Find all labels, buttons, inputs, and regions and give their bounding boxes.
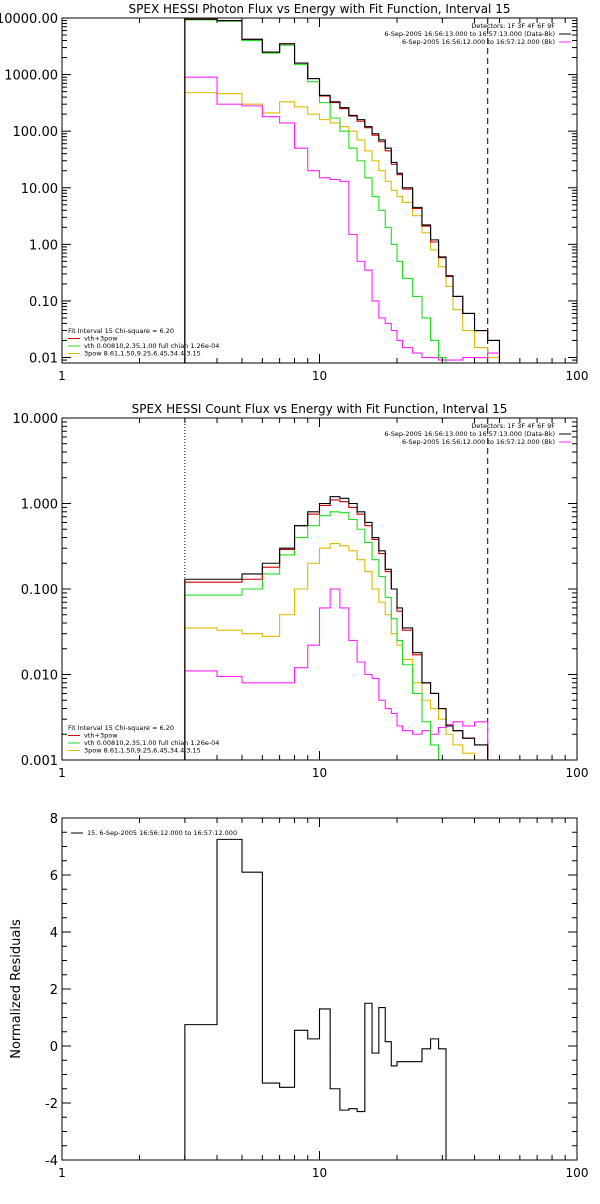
- series-background-model-histogram: [184, 76, 501, 363]
- axes-frame: [61, 817, 578, 1161]
- y-tick-label: 100.00: [13, 125, 59, 140]
- chart-panel-1: SPEX HESSI Photon Flux vs Energy with Fi…: [0, 2, 588, 383]
- y-tick-label: 0.10: [29, 295, 58, 310]
- chart-title: SPEX HESSI Photon Flux vs Energy with Fi…: [129, 2, 511, 16]
- x-tick-label: 10: [312, 1166, 327, 1180]
- legend-top-right: Detectors: 1F 3F 4F 6F 9F6-Sep-2005 16:5…: [384, 22, 571, 46]
- y-tick-label: 0.010: [21, 669, 58, 684]
- legend-top-left: 15. 6-Sep-2005 16:56:12.000 to 16:57:12.…: [71, 829, 237, 837]
- legend-text: vth 0.00810,2.35,1.00 full chian 1.26e-0…: [84, 342, 219, 350]
- axes-frame: [61, 417, 578, 761]
- legend-text: vth+3pow: [84, 335, 118, 343]
- legend-text: 3pow 8.61,1.50,9.25,6.45,34.4,3.15: [84, 747, 201, 755]
- legend-text: 6-Sep-2005 16:56:12.000 to 16:57:12.000 …: [402, 438, 555, 446]
- legend-text: 15. 6-Sep-2005 16:56:12.000 to 16:57:12.…: [87, 829, 237, 837]
- plot-area: [184, 418, 500, 760]
- y-tick-label: 0.100: [21, 583, 58, 598]
- axes-frame: [61, 17, 578, 364]
- legend-top-right: Detectors: 1F 3F 4F 6F 9F6-Sep-2005 16:5…: [384, 422, 571, 446]
- series-power-law-histogram: [184, 543, 500, 760]
- y-tick-label: 1000.00: [4, 69, 58, 84]
- x-tick-label: 1: [58, 766, 66, 780]
- plot-area: [184, 838, 447, 1160]
- legend-text: 6-Sep-2005 16:56:13.000 to 16:57:13.000 …: [384, 30, 555, 38]
- y-tick-label: -2: [45, 1097, 58, 1112]
- y-tick-label: -4: [45, 1154, 58, 1169]
- y-tick-label: 2: [50, 983, 58, 998]
- y-tick-label: 0.001: [21, 754, 58, 769]
- y-tick-label: 8: [50, 812, 58, 827]
- x-tick-label: 10: [312, 766, 327, 780]
- plot-area: [184, 18, 501, 363]
- chart-panel-3: 1 10 100 -4 -2 0 2 4 6 8 Normalized Residuals 15. 6…: [9, 812, 588, 1180]
- series-power-law-histogram: [184, 92, 501, 363]
- y-tick-label: 0.01: [29, 352, 58, 367]
- y-tick-label: 10.00: [21, 182, 58, 197]
- x-tick-label: 100: [566, 766, 589, 780]
- series-total-histogram: [184, 18, 501, 363]
- legend-bottom-left: Fit Interval 15 Chi-square = 6.20vth+3po…: [68, 724, 219, 755]
- y-tick-label: 4: [50, 926, 58, 941]
- x-tick-label: 1: [58, 369, 66, 383]
- y-tick-label: 10.000: [13, 412, 59, 427]
- series-thermal-histogram: [184, 19, 500, 363]
- legend-text: 6-Sep-2005 16:56:12.000 to 16:57:12.000 …: [402, 38, 555, 46]
- legend-text: Detectors: 1F 3F 4F 6F 9F: [471, 422, 555, 430]
- x-tick-label: 100: [566, 369, 589, 383]
- legend-text: vth 0.00810,2.35,1.00 full chian 1.26e-0…: [84, 739, 219, 747]
- legend-text: Fit Interval 15 Chi-square = 6.20: [68, 724, 174, 732]
- y-tick-label: 10000.00: [0, 12, 58, 27]
- chart-panel-2: SPEX HESSI Count Flux vs Energy with Fit…: [13, 402, 589, 780]
- y-tick-label: 6: [50, 869, 58, 884]
- y-tick-label: 1.00: [29, 238, 58, 253]
- legend-text: 3pow 8.61,1.50,9.25,6.45,34.4,3.15: [84, 350, 201, 358]
- chart-title: SPEX HESSI Count Flux vs Energy with Fit…: [132, 402, 508, 416]
- x-tick-label: 1: [58, 1166, 66, 1180]
- legend-text: vth+3pow: [84, 732, 118, 740]
- y-tick-label: 1.000: [21, 498, 58, 513]
- series-thermal-histogram: [184, 511, 500, 760]
- x-tick-label: 100: [566, 1166, 589, 1180]
- legend-text: Detectors: 1F 3F 4F 6F 9F: [471, 22, 555, 30]
- series-data-histogram: [184, 838, 447, 1160]
- series-data-histogram: [184, 18, 501, 363]
- series-data-histogram: [184, 496, 500, 760]
- y-tick-label: 0: [50, 1040, 58, 1055]
- legend-text: 6-Sep-2005 16:56:13.000 to 16:57:13.000 …: [384, 430, 555, 438]
- x-tick-label: 10: [312, 369, 327, 383]
- y-axis-label: Normalized Residuals: [9, 919, 24, 1059]
- legend-bottom-left: Fit Interval 15 Chi-square = 6.20vth+3po…: [68, 327, 219, 358]
- legend-text: Fit Interval 15 Chi-square = 6.20: [68, 327, 174, 335]
